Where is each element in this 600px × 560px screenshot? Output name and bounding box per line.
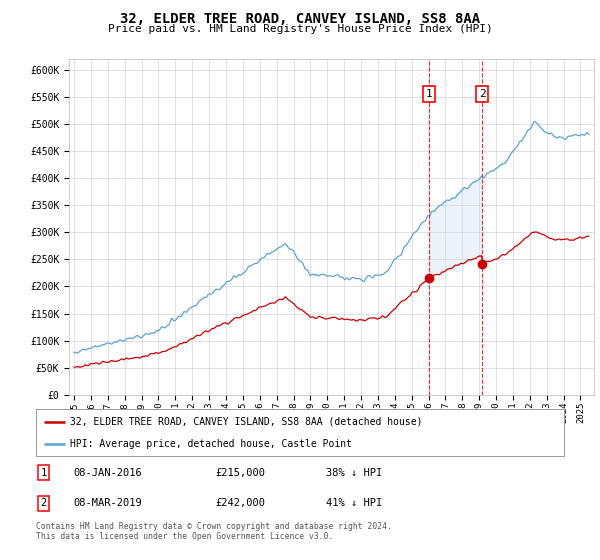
Text: 2: 2 [40,498,47,508]
Text: 32, ELDER TREE ROAD, CANVEY ISLAND, SS8 8AA (detached house): 32, ELDER TREE ROAD, CANVEY ISLAND, SS8 … [70,417,423,427]
Text: 1: 1 [426,89,433,99]
Text: 08-JAN-2016: 08-JAN-2016 [73,468,142,478]
Text: £215,000: £215,000 [215,468,266,478]
Text: Price paid vs. HM Land Registry's House Price Index (HPI): Price paid vs. HM Land Registry's House … [107,24,493,34]
Text: 38% ↓ HPI: 38% ↓ HPI [326,468,383,478]
Text: 1: 1 [40,468,47,478]
Text: 08-MAR-2019: 08-MAR-2019 [73,498,142,508]
Text: 32, ELDER TREE ROAD, CANVEY ISLAND, SS8 8AA: 32, ELDER TREE ROAD, CANVEY ISLAND, SS8 … [120,12,480,26]
Text: Contains HM Land Registry data © Crown copyright and database right 2024.
This d: Contains HM Land Registry data © Crown c… [36,522,392,542]
Text: 2: 2 [479,89,485,99]
Text: £242,000: £242,000 [215,498,266,508]
Text: 41% ↓ HPI: 41% ↓ HPI [326,498,383,508]
Text: HPI: Average price, detached house, Castle Point: HPI: Average price, detached house, Cast… [70,438,352,449]
